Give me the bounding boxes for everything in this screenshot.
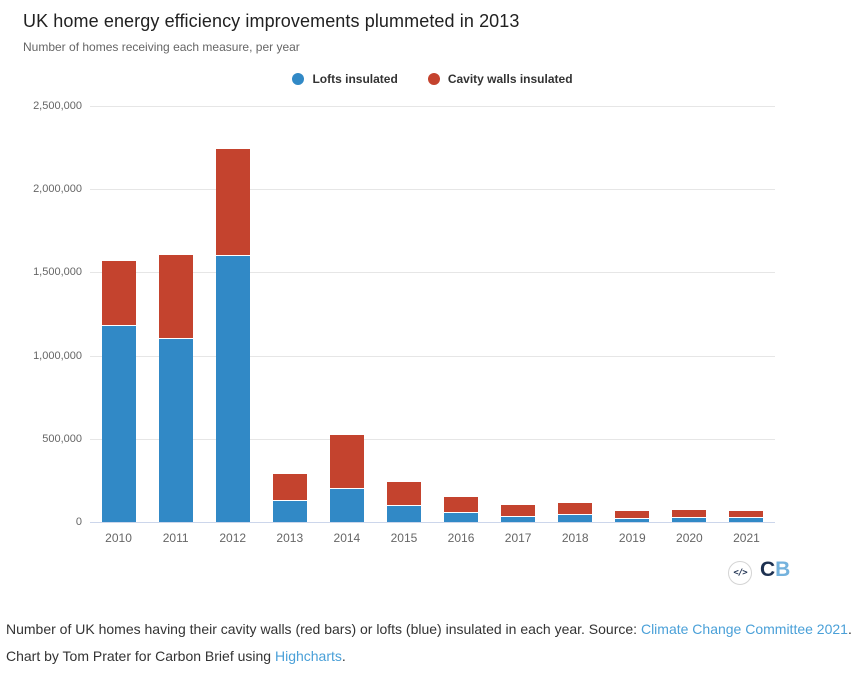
- code-icon: </>: [733, 568, 747, 578]
- legend: Lofts insulated Cavity walls insulated: [90, 69, 775, 89]
- bar-lofts-2011[interactable]: [158, 338, 193, 522]
- x-axis-tick-label: 2017: [504, 531, 532, 545]
- chart-subtitle: Number of homes receiving each measure, …: [23, 40, 300, 54]
- caption: Number of UK homes having their cavity w…: [6, 616, 852, 670]
- legend-dot-icon: [427, 73, 440, 85]
- bar-cavity-walls-2017[interactable]: [501, 505, 536, 517]
- legend-item-cavity-walls-insulated[interactable]: Cavity walls insulated: [427, 72, 573, 86]
- y-axis-tick-label: 500,000: [42, 432, 82, 445]
- bar-lofts-2020[interactable]: [672, 517, 707, 522]
- bar-lofts-2014[interactable]: [329, 488, 364, 522]
- bar-lofts-2015[interactable]: [386, 505, 421, 522]
- bar-lofts-2016[interactable]: [444, 512, 479, 522]
- y-axis-tick-label: 1,000,000: [33, 349, 82, 362]
- bar-cavity-walls-2011[interactable]: [158, 254, 193, 339]
- bar-cavity-walls-2019[interactable]: [615, 511, 650, 519]
- gridline: [90, 189, 775, 191]
- bar-cavity-walls-2013[interactable]: [272, 473, 307, 502]
- bar-cavity-walls-2012[interactable]: [215, 149, 250, 256]
- bar-lofts-2021[interactable]: [729, 518, 764, 522]
- bar-lofts-2019[interactable]: [615, 518, 650, 522]
- bar-lofts-2012[interactable]: [215, 255, 250, 522]
- x-axis-tick-label: 2014: [333, 531, 361, 545]
- bar-cavity-walls-2020[interactable]: [672, 510, 707, 518]
- x-axis-tick-label: 2021: [733, 531, 760, 545]
- caption-text-middle: . Chart by Tom Prater for Carbon Brief u…: [6, 621, 852, 664]
- y-axis-tick-label: 2,000,000: [33, 183, 82, 196]
- x-axis-tick-label: 2010: [105, 531, 132, 545]
- logo-letter-c: C: [760, 558, 776, 581]
- source-link[interactable]: Climate Change Committee 2021: [640, 621, 848, 637]
- caption-text-end: .: [341, 648, 346, 664]
- gridline: [90, 438, 775, 440]
- highcharts-link[interactable]: Highcharts: [274, 648, 342, 664]
- x-axis-tick-label: 2013: [276, 531, 304, 545]
- x-axis-tick-label: 2020: [676, 531, 703, 545]
- bar-cavity-walls-2014[interactable]: [329, 435, 364, 489]
- gridline: [90, 355, 775, 357]
- y-axis-tick-label: 1,500,000: [33, 266, 82, 279]
- x-axis-tick-label: 2016: [447, 531, 475, 545]
- gridline: [90, 106, 775, 107]
- y-axis-tick-label: 2,500,000: [33, 100, 82, 112]
- x-axis-line: [90, 522, 775, 523]
- bar-lofts-2018[interactable]: [558, 515, 593, 522]
- bar-cavity-walls-2018[interactable]: [558, 502, 593, 516]
- gridline: [90, 272, 775, 274]
- bar-lofts-2013[interactable]: [272, 501, 307, 522]
- bar-cavity-walls-2015[interactable]: [386, 482, 421, 506]
- logo-letter-b: B: [775, 558, 791, 581]
- y-axis-tick-label: 0: [75, 516, 82, 528]
- x-axis-tick-label: 2015: [390, 531, 418, 545]
- legend-dot-icon: [292, 73, 305, 85]
- chart-title: UK home energy efficiency improvements p…: [23, 11, 520, 31]
- x-axis-tick-label: 2012: [219, 531, 247, 545]
- carbon-brief-logo[interactable]: CB: [760, 558, 790, 582]
- bar-cavity-walls-2016[interactable]: [444, 497, 479, 513]
- bar-cavity-walls-2010[interactable]: [101, 260, 136, 326]
- legend-label: Cavity walls insulated: [447, 72, 573, 86]
- caption-text: Number of UK homes having their cavity w…: [6, 621, 641, 637]
- bar-cavity-walls-2021[interactable]: [729, 510, 764, 519]
- bar-lofts-2010[interactable]: [101, 325, 136, 522]
- legend-item-lofts-insulated[interactable]: Lofts insulated: [292, 72, 398, 86]
- x-axis-tick-label: 2018: [561, 531, 589, 545]
- legend-label: Lofts insulated: [312, 72, 398, 86]
- embed-code-button[interactable]: </>: [728, 561, 752, 585]
- bar-lofts-2017[interactable]: [501, 517, 536, 522]
- x-axis-tick-label: 2011: [162, 531, 189, 545]
- x-axis-tick-label: 2019: [618, 531, 646, 545]
